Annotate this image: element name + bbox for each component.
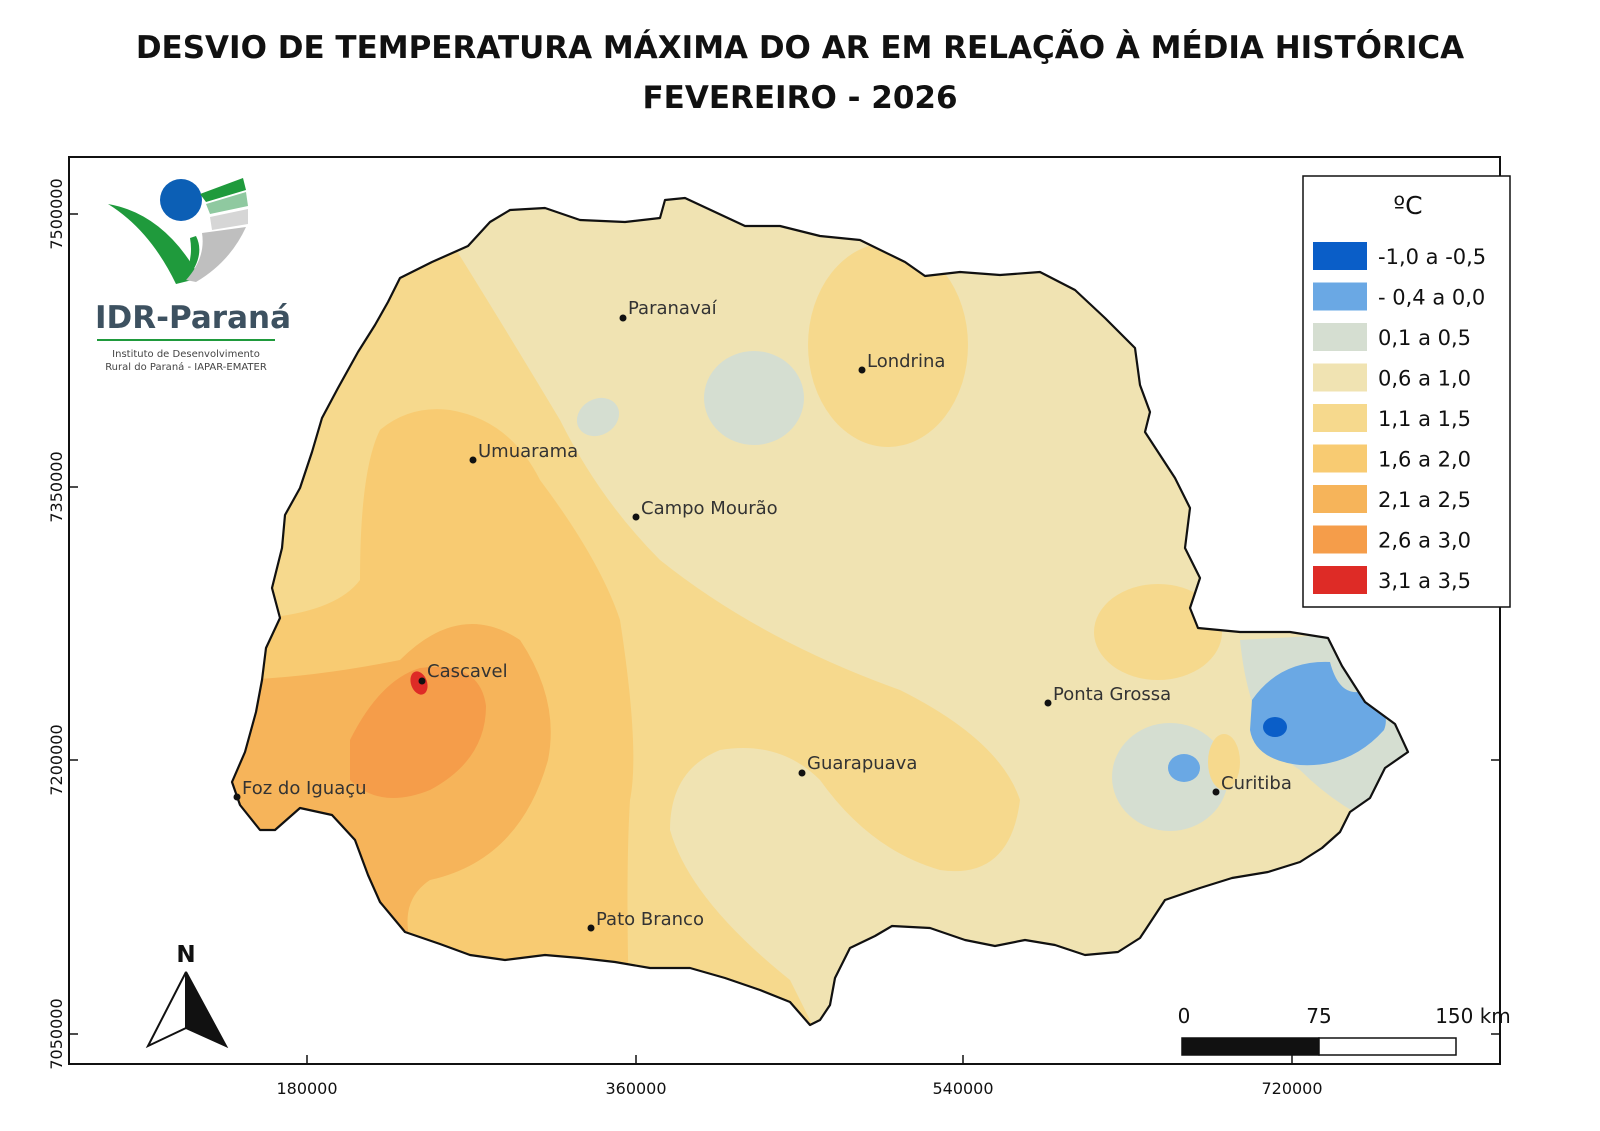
legend-label: 0,1 a 0,5 (1378, 326, 1471, 350)
zone-3-1-3-5 (410, 671, 428, 695)
city-label: Londrina (867, 351, 945, 372)
city-marker (619, 314, 627, 322)
city-paranavai: Paranavaí (619, 298, 718, 322)
city-label: Umuarama (478, 441, 578, 462)
scale-label: 150 km (1435, 1004, 1511, 1028)
city-label: Ponta Grossa (1053, 684, 1171, 705)
legend-swatch (1313, 485, 1367, 513)
y-tick-label: 7050000 (47, 998, 66, 1069)
city-marker (587, 924, 595, 932)
y-tick-label: 7350000 (47, 451, 66, 522)
city-marker (798, 769, 806, 777)
city-marker (1212, 788, 1220, 796)
logo-subtitle: Instituto de Desenvolvimento (112, 349, 260, 360)
city-label: Guarapuava (807, 753, 917, 774)
city-label: Campo Mourão (641, 498, 778, 519)
zone-2-6-3-0 (350, 666, 486, 798)
city-guarapuava: Guarapuava (798, 753, 917, 777)
legend-label: 2,1 a 2,5 (1378, 488, 1471, 512)
legend-label: 0,6 a 1,0 (1378, 367, 1471, 391)
y-tick-label: 7200000 (47, 724, 66, 795)
zone-neg-0-4-0-0-curitiba (1168, 754, 1200, 782)
city-pato-branco: Pato Branco (587, 909, 704, 932)
x-tick-label: 360000 (605, 1079, 666, 1098)
city-label: Paranavaí (628, 298, 718, 319)
legend: ºC -1,0 a -0,5 - 0,4 a 0,0 0,1 a 0,5 0,6 a … (1302, 175, 1511, 608)
city-label: Pato Branco (596, 909, 704, 930)
city-campo-mourao: Campo Mourão (632, 498, 778, 521)
legend-swatch (1313, 444, 1367, 473)
legend-label: 1,1 a 1,5 (1378, 407, 1471, 431)
city-label: Curitiba (1221, 773, 1292, 794)
logo-subtitle: Rural do Paraná - IAPAR-EMATER (105, 361, 267, 373)
zone-1-1-1-5-londrina (808, 243, 968, 447)
map-title: DESVIO DE TEMPERATURA MÁXIMA DO AR EM RE… (135, 30, 1465, 66)
city-umuarama: Umuarama (469, 441, 578, 464)
north-label: N (176, 942, 195, 968)
x-tick-label: 180000 (276, 1079, 337, 1098)
zone-0-1-0-5-small (576, 397, 620, 437)
zone-1-1-1-5-coastal (1208, 734, 1240, 790)
legend-label: 2,6 a 3,0 (1378, 529, 1471, 553)
city-label: Cascavel (427, 661, 508, 682)
city-label: Foz do Iguaçu (242, 778, 367, 799)
x-tick-label: 720000 (1261, 1079, 1322, 1098)
scale-bar: 0 75 150 km (1178, 1004, 1511, 1056)
legend-swatch (1313, 242, 1367, 270)
legend-label: 3,1 a 3,5 (1378, 569, 1471, 593)
idr-parana-logo: IDR-Paraná Instituto de Desenvolvimento … (95, 178, 291, 373)
legend-swatch (1313, 566, 1367, 594)
city-marker (1044, 699, 1052, 707)
legend-items: -1,0 a -0,5 - 0,4 a 0,0 0,1 a 0,5 0,6 a 1,0… (1313, 242, 1486, 594)
map-subtitle: FEVEREIRO - 2026 (642, 80, 958, 116)
legend-swatch (1313, 323, 1367, 351)
y-tick-label: 7500000 (47, 178, 66, 249)
city-curitiba: Curitiba (1212, 773, 1292, 796)
zone-0-1-0-5-curitiba (1112, 723, 1228, 831)
zone-neg-0-4-0-0-east (1250, 661, 1386, 766)
legend-swatch (1313, 525, 1367, 554)
legend-swatch (1313, 363, 1367, 392)
logo-wordmark: IDR-Paraná (95, 300, 291, 336)
city-cascavel: Cascavel (418, 661, 508, 685)
legend-label: - 0,4 a 0,0 (1378, 286, 1485, 310)
city-marker (632, 513, 640, 521)
parana-state-outline (230, 196, 1410, 1027)
logo-field-icon (108, 204, 200, 284)
north-arrow: N (145, 942, 229, 1049)
city-marker (233, 793, 241, 801)
legend-unit: ºC (1393, 191, 1422, 220)
scale-label: 0 (1178, 1004, 1191, 1028)
city-ponta-grossa: Ponta Grossa (1044, 684, 1171, 707)
scale-label: 75 (1306, 1004, 1331, 1028)
legend-swatch (1313, 282, 1367, 311)
city-marker (469, 456, 477, 464)
city-londrina: Londrina (858, 351, 945, 374)
city-foz-do-iguacu: Foz do Iguaçu (233, 778, 367, 801)
x-tick-label: 540000 (932, 1079, 993, 1098)
zone-0-1-0-5-central (704, 351, 804, 445)
legend-label: 1,6 a 2,0 (1378, 448, 1471, 472)
city-marker (858, 366, 866, 374)
legend-label: -1,0 a -0,5 (1378, 245, 1486, 269)
zone-neg-1-0-neg-0-5 (1263, 717, 1287, 737)
legend-swatch (1313, 404, 1367, 432)
logo-sun-icon (160, 179, 202, 221)
city-marker (418, 677, 426, 685)
